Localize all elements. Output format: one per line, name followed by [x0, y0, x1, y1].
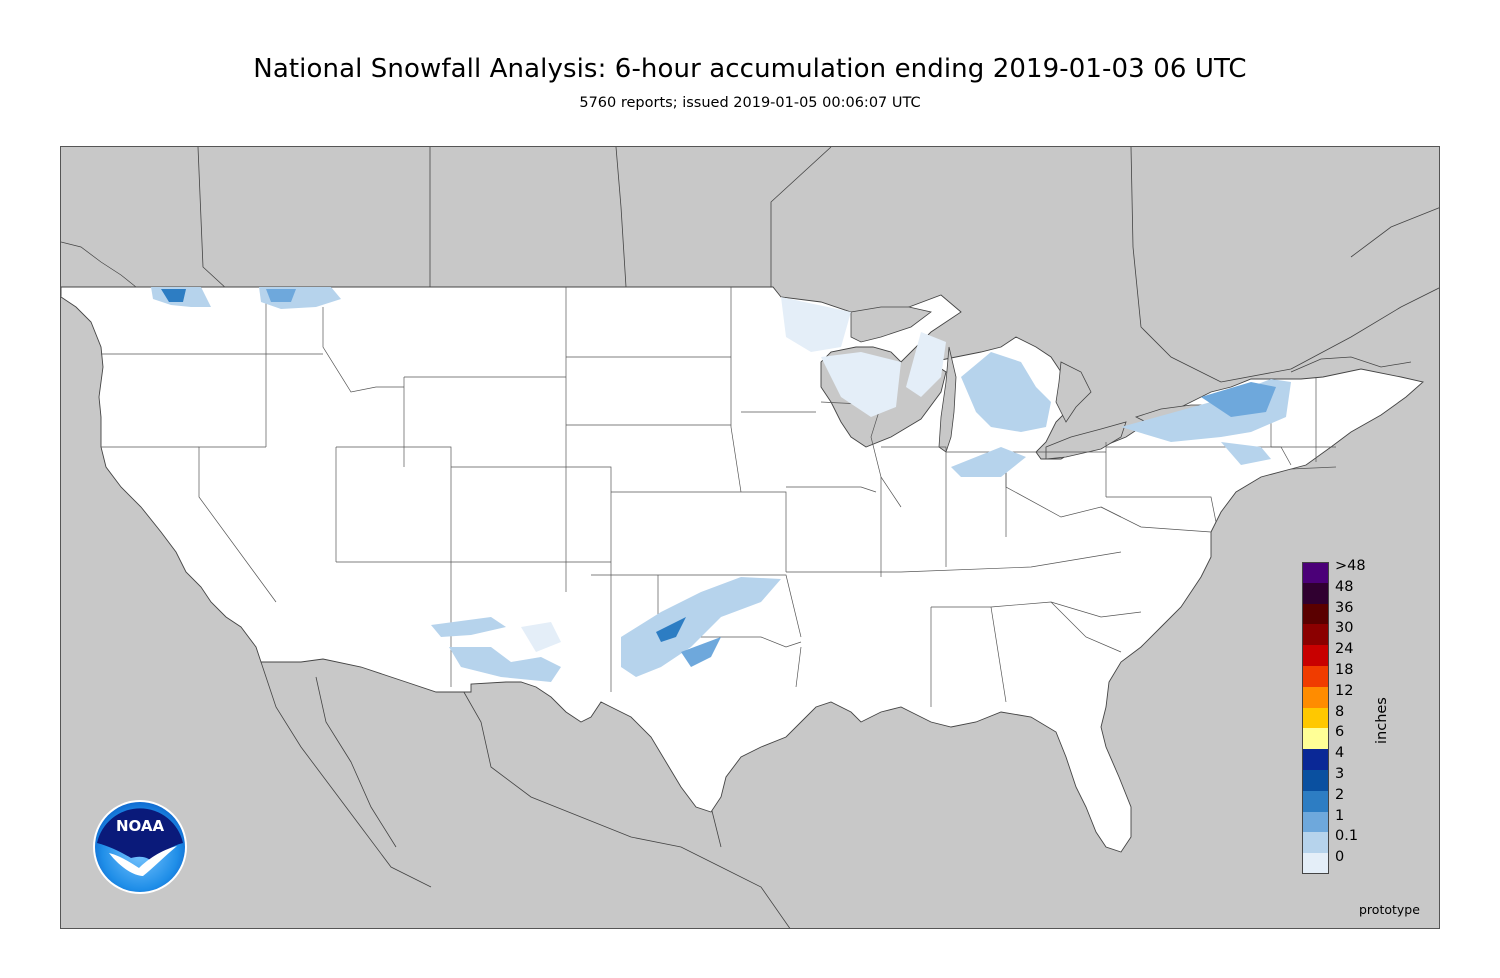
lake-huron	[1055, 361, 1092, 423]
great-lakes	[850, 306, 1212, 460]
legend-swatch	[1302, 707, 1329, 729]
prototype-watermark: prototype	[1359, 902, 1420, 917]
legend-label: 0	[1335, 849, 1345, 866]
legend-swatch	[1302, 562, 1329, 584]
noaa-emblem: NOAA	[93, 800, 187, 894]
legend-swatch	[1302, 790, 1329, 813]
legend-swatch	[1302, 666, 1329, 688]
map-title: National Snowfall Analysis: 6-hour accum…	[253, 54, 1247, 84]
legend-swatch	[1302, 832, 1329, 854]
legend-label: 48	[1335, 578, 1354, 595]
legend-label: 6	[1335, 724, 1345, 741]
legend-swatch	[1302, 853, 1329, 875]
snowfall-map	[60, 146, 1440, 929]
legend-label: 2	[1335, 786, 1345, 803]
legend-label: 1	[1335, 807, 1345, 824]
snowfall-shading	[151, 287, 1291, 682]
legend-label: 24	[1335, 641, 1354, 658]
legend-swatch	[1302, 770, 1329, 792]
legend-label: 18	[1335, 662, 1354, 678]
noaa-logo: NOAA	[91, 798, 189, 896]
legend-swatch	[1302, 645, 1329, 667]
lake-erie	[1045, 421, 1127, 460]
legend-label: 30	[1335, 620, 1354, 637]
map-subtitle: 5760 reports; issued 2019-01-05 00:06:07…	[579, 95, 921, 111]
legend-swatch	[1302, 811, 1329, 833]
map-canvas	[61, 147, 1439, 928]
legend-unit-label: inches	[1374, 697, 1390, 744]
legend-swatch	[1302, 749, 1329, 771]
us-land	[61, 286, 1424, 853]
legend-label: 0.1	[1335, 828, 1359, 845]
noaa-logo-text: NOAA	[116, 817, 165, 835]
state-borders	[101, 287, 1337, 707]
lake-superior	[850, 306, 932, 343]
legend-label: >48	[1335, 558, 1366, 574]
coast-detail	[61, 241, 1412, 373]
legend-label: 36	[1335, 599, 1354, 616]
snowfall-legend: >48 48 36 30 24 18 12 8 6 4 3 2 1 0.1 0	[1302, 558, 1422, 882]
legend-swatch	[1302, 603, 1329, 625]
legend-swatch	[1302, 624, 1329, 646]
legend-swatch	[1302, 582, 1329, 605]
legend-label: 12	[1335, 682, 1354, 699]
legend-swatch	[1302, 686, 1329, 709]
legend-label: 4	[1335, 745, 1345, 762]
legend-label: 8	[1335, 703, 1345, 720]
legend-label: 3	[1335, 766, 1345, 782]
legend-swatch	[1302, 728, 1329, 750]
